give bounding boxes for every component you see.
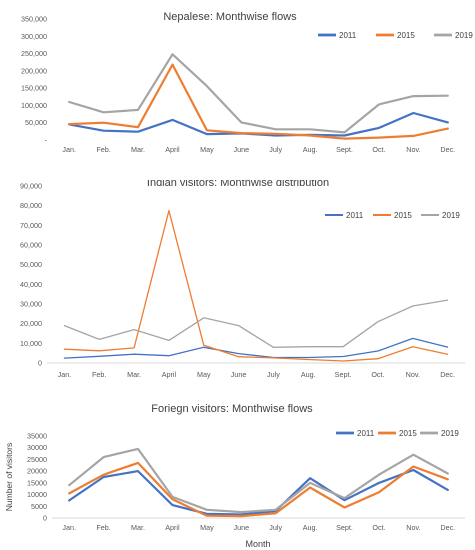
x-tick-label: Feb. [96, 145, 110, 154]
y-tick-label: 10000 [27, 490, 47, 499]
legend-label: 2011 [339, 31, 357, 40]
x-tick-label: April [162, 370, 177, 379]
legend-label: 2019 [441, 429, 459, 438]
y-tick-label: 30000 [27, 443, 47, 452]
y-tick-label: 60,000 [20, 241, 42, 250]
x-tick-label: Mar. [127, 370, 141, 379]
y-tick-label: 350,000 [21, 15, 47, 24]
y-tick-label: 90,000 [20, 182, 42, 191]
chart-nepalese-svg: Nepalese: Monthwise flows - 50,000 100,000 1… [21, 11, 473, 154]
chart-panel-nepalese: Nepalese: Monthwise flows - 50,000 100,000 1… [0, 0, 475, 180]
y-tick-label: 50,000 [25, 118, 47, 127]
chart-title: Nepalese: Monthwise flows [163, 11, 297, 23]
series-line-2019 [63, 299, 449, 348]
series-line-2011 [68, 468, 449, 516]
legend-label: 2011 [346, 211, 364, 220]
x-tick-label: Jan. [62, 145, 76, 154]
x-tick-label: Oct. [371, 370, 384, 379]
series-line-2015 [68, 461, 449, 518]
y-tick-label: 20,000 [20, 319, 42, 328]
y-tick-label: 300,000 [21, 32, 47, 41]
x-tick-label: June [231, 370, 247, 379]
x-tick-label: June [233, 145, 249, 154]
y-tick-label: 0 [38, 359, 42, 368]
legend-label: 2015 [394, 211, 412, 220]
y-tick-label: 200,000 [21, 66, 47, 75]
x-tick-label: Mar. [131, 523, 145, 532]
series-line-2015 [63, 209, 449, 362]
x-tick-label: Jan. [58, 370, 72, 379]
y-tick-label: 50,000 [20, 260, 42, 269]
x-tick-label: Aug. [301, 370, 316, 379]
y-tick-label: 70,000 [20, 221, 42, 230]
x-tick-label: July [269, 145, 282, 154]
y-tick-label: 40,000 [20, 280, 42, 289]
series-line-2011 [68, 111, 449, 137]
x-tick-label: May [200, 523, 214, 532]
x-tick-label: Feb. [92, 370, 106, 379]
y-tick-label: 20000 [27, 467, 47, 476]
x-tick-label: Nov. [406, 370, 420, 379]
x-tick-label: Oct. [372, 145, 385, 154]
y-tick-label: 5000 [31, 502, 47, 511]
chart-title: Indian visitors: Monthwise distribution [147, 180, 329, 189]
series-line-2015 [68, 63, 449, 140]
x-tick-label: Aug. [303, 145, 318, 154]
y-tick-label: 30,000 [20, 300, 42, 309]
x-tick-label: Jan. [62, 523, 76, 532]
series-line-2011 [63, 337, 449, 359]
legend-label: 2019 [455, 31, 473, 40]
y-tick-label: 80,000 [20, 201, 42, 210]
x-tick-label: Nov. [406, 145, 420, 154]
y-tick-label: 250,000 [21, 49, 47, 58]
x-tick-label: Aug. [303, 523, 318, 532]
x-tick-label: Dec. [440, 523, 455, 532]
y-tick-label: 15000 [27, 478, 47, 487]
y-tick-label: 150,000 [21, 84, 47, 93]
x-tick-label: Nov. [406, 523, 420, 532]
y-tick-label: 25000 [27, 455, 47, 464]
x-tick-label: Mar. [131, 145, 145, 154]
chart-title: Foriegn visitors: Monthwise flows [151, 403, 313, 415]
legend-label: 2011 [357, 429, 375, 438]
chart-panel-foreign: Foriegn visitors: Monthwise flows 0 5000 10… [0, 385, 475, 550]
chart-panel-indian: Indian visitors: Monthwise distribution 0… [0, 180, 475, 385]
x-axis-label: Month [245, 539, 270, 549]
series-line-2019 [68, 447, 449, 514]
x-tick-label: Sept. [336, 145, 353, 154]
x-tick-label: Oct. [372, 523, 385, 532]
x-tick-label: April [165, 523, 180, 532]
x-tick-label: April [165, 145, 180, 154]
x-tick-label: Feb. [96, 523, 110, 532]
x-tick-label: June [233, 523, 249, 532]
x-tick-label: May [200, 145, 214, 154]
chart-indian-svg: Indian visitors: Monthwise distribution 0… [20, 180, 465, 379]
y-axis-label: Number of visitors [4, 443, 14, 512]
y-tick-label: 100,000 [21, 101, 47, 110]
y-tick-label: - [45, 136, 48, 145]
x-tick-label: Sept. [335, 370, 352, 379]
chart-foreign-svg: Foriegn visitors: Monthwise flows 0 5000 10… [4, 403, 465, 549]
legend-label: 2019 [442, 211, 460, 220]
legend-label: 2015 [397, 31, 415, 40]
x-tick-label: Dec. [440, 145, 455, 154]
y-tick-label: 35000 [27, 432, 47, 441]
x-tick-label: July [269, 523, 282, 532]
x-tick-label: Sept. [336, 523, 353, 532]
x-tick-label: May [197, 370, 211, 379]
x-tick-label: July [267, 370, 280, 379]
y-tick-label: 10,000 [20, 339, 42, 348]
x-tick-label: Dec. [440, 370, 455, 379]
y-tick-label: 0 [43, 514, 47, 523]
series-line-2019 [68, 53, 449, 134]
legend-label: 2015 [399, 429, 417, 438]
